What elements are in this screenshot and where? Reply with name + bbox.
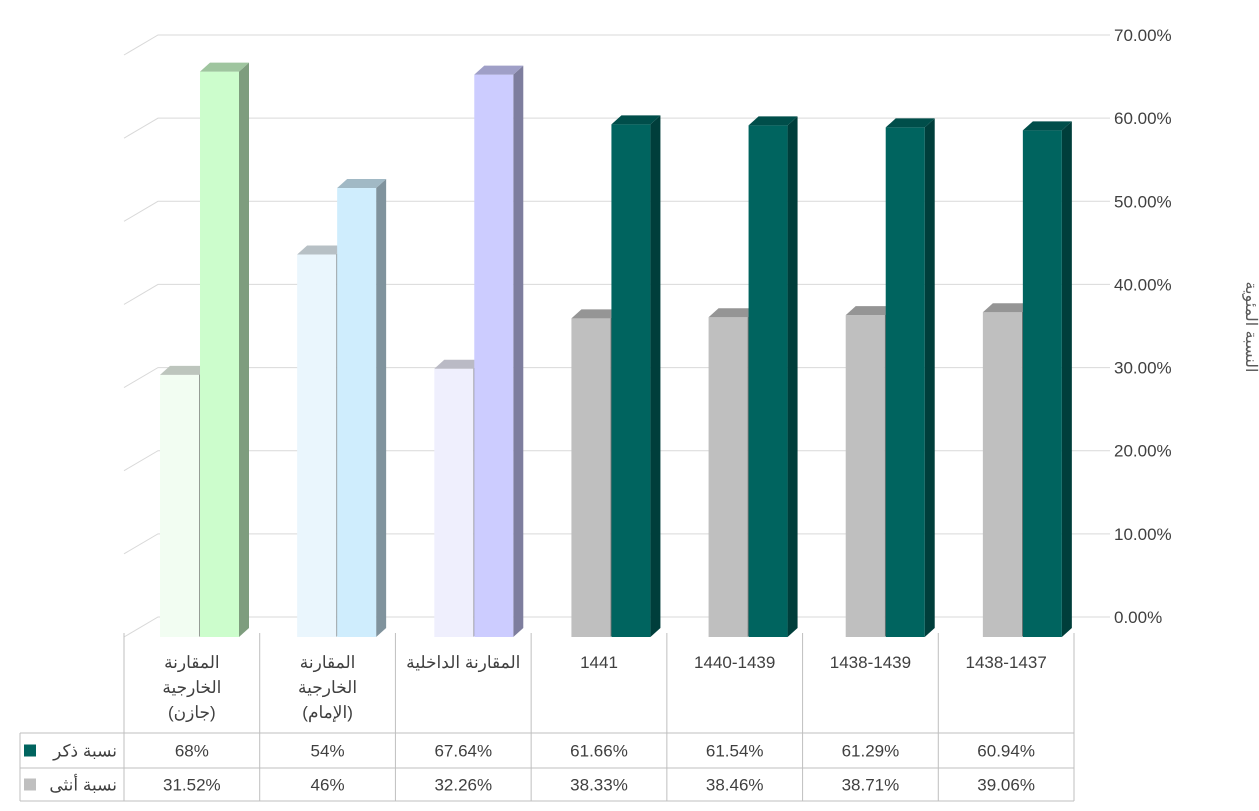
data-label: 61.29% — [842, 742, 900, 761]
data-label: 31.52% — [163, 776, 221, 795]
data-table: المقارنة الخارجية (جازن) المقارنة الخارجية (ا… — [19, 633, 1075, 802]
data-label: 54% — [311, 742, 345, 761]
y-tick-label: 20.00% — [1114, 442, 1172, 461]
data-label: 61.66% — [570, 742, 628, 761]
category-label: 1441 — [580, 653, 618, 672]
bar-male-side — [650, 115, 661, 638]
y-tick-label: 40.00% — [1114, 275, 1172, 294]
category-label: 1438-1437 — [965, 653, 1046, 672]
y-axis-title: النسبة المئوية — [1242, 282, 1259, 373]
bar-male-front — [1022, 130, 1062, 637]
y-tick-label: 70.00% — [1114, 26, 1172, 45]
bar-female-front — [845, 315, 885, 637]
bar-male-front — [748, 125, 788, 637]
bar-female-top — [297, 245, 347, 255]
category-label: الخارجية — [298, 678, 357, 698]
y-tick-label: 60.00% — [1114, 109, 1172, 128]
y-tick-label: 30.00% — [1114, 359, 1172, 378]
bar-male — [885, 118, 935, 638]
y-tick-label: 0.00% — [1114, 608, 1162, 627]
bar-female-top — [708, 308, 758, 318]
bar-female-top — [982, 303, 1032, 313]
category-label: 1438-1439 — [830, 653, 911, 672]
gridline — [123, 34, 1110, 56]
category-label: الخارجية — [162, 678, 221, 698]
y-tick-label: 50.00% — [1114, 192, 1172, 211]
bar-female-front — [297, 254, 337, 638]
bar-female-front — [434, 368, 474, 637]
bar-male-front — [200, 71, 239, 638]
category-label: (الإمام) — [302, 703, 353, 723]
bar-male — [474, 65, 524, 638]
bar-male — [337, 179, 387, 637]
legend-swatch — [24, 744, 36, 757]
data-label: 60.94% — [977, 742, 1035, 761]
bar-male — [1022, 121, 1072, 637]
data-label: 38.71% — [842, 776, 900, 795]
bar-male-front — [337, 188, 377, 637]
data-label: 38.46% — [706, 776, 764, 795]
bar-male-side — [513, 65, 524, 638]
legend-label: نسبة ذكر — [52, 742, 117, 762]
bar-male — [611, 115, 661, 638]
bar-male-side — [376, 179, 387, 637]
gridlines — [123, 34, 1110, 638]
bar-female-front — [708, 317, 748, 637]
bar-male-top — [885, 118, 935, 128]
legend-swatch — [24, 778, 36, 791]
bar-male-side — [924, 118, 935, 638]
data-label: 68% — [175, 742, 209, 761]
data-label: 61.54% — [706, 742, 764, 761]
bar-male-top — [748, 116, 798, 126]
bar-male-top — [474, 65, 524, 75]
data-label: 46% — [311, 776, 345, 795]
bar-male-front — [611, 124, 651, 638]
category-label: المقارنة — [300, 653, 356, 673]
bar-male — [748, 116, 798, 637]
category-label: المقارنة الداخلية — [406, 653, 520, 673]
category-label: المقارنة — [164, 653, 220, 673]
bar-male-top — [1022, 121, 1072, 131]
legend-label: نسبة أنثى — [49, 774, 117, 795]
bar-female-top — [845, 306, 895, 316]
bar-male-top — [611, 115, 661, 125]
bar-male-front — [474, 74, 514, 638]
bar-female-front — [571, 318, 611, 637]
bar-male-side — [1061, 121, 1072, 637]
data-label: 39.06% — [977, 776, 1035, 795]
data-label: 67.64% — [434, 742, 492, 761]
bar-male-top — [337, 179, 387, 189]
bar-male-top — [200, 62, 249, 72]
data-label: 38.33% — [570, 776, 628, 795]
bar-female-top — [434, 359, 484, 369]
data-label: 32.26% — [434, 776, 492, 795]
bar-male-side — [787, 116, 798, 637]
bar-female-top — [571, 309, 621, 319]
category-label: (جازن) — [168, 703, 216, 723]
bar-female-top — [160, 365, 209, 375]
bar-female-front — [982, 312, 1022, 637]
bar-male-front — [885, 127, 925, 638]
y-tick-label: 10.00% — [1114, 525, 1172, 544]
bar-female-front — [160, 374, 199, 637]
category-label: 1440-1439 — [694, 653, 775, 672]
bar-male-side — [239, 62, 249, 638]
bar-male — [200, 62, 249, 638]
